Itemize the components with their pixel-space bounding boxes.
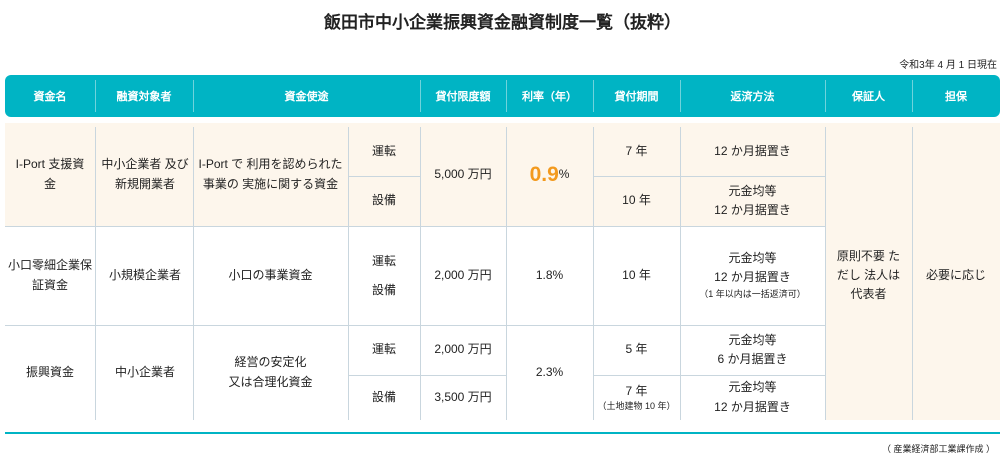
- as-of-date: 令和3年 4 月 1 日現在: [899, 60, 997, 71]
- guarantor-line: 原則不要 た: [836, 248, 901, 263]
- use-small: 小口の事業資金: [228, 267, 313, 282]
- rate-value: 0.9: [529, 162, 559, 186]
- period-value: 7 年: [625, 383, 648, 398]
- target-iport: 中小企業者 及び新規開業者: [101, 157, 189, 191]
- limit-small: 2,000 万円: [434, 267, 492, 282]
- repay-small: 元金均等 12 か月据置き （1 年以内は一括返済可）: [680, 226, 825, 325]
- fund-name-iport: I-Port 支援資金: [15, 157, 85, 191]
- repay-line: 元金均等: [728, 380, 777, 395]
- target-promotion: 中小企業者: [114, 364, 175, 379]
- repay-note: （1 年以内は一括返済可）: [699, 289, 806, 300]
- header-target: 融資対象者: [116, 91, 172, 103]
- header-period: 貸付期間: [614, 91, 659, 103]
- header-rate: 利率（年）: [522, 91, 577, 103]
- footnote: （ 産業経済部工業課作成 ）: [881, 444, 995, 454]
- repay-line: 12 か月据置き: [714, 270, 791, 285]
- rate-unit: %: [558, 166, 570, 181]
- repay-line: 元金均等: [728, 183, 777, 198]
- rate-small: 1.8%: [535, 267, 564, 282]
- period-equipment: 10 年: [622, 193, 651, 208]
- types-small: 運転 設備: [348, 226, 420, 325]
- period-small: 10 年: [622, 267, 651, 282]
- repay-line: 元金均等: [728, 251, 777, 266]
- use-line: 又は合理化資金: [228, 374, 313, 389]
- target-small: 小規模企業者: [108, 267, 181, 282]
- limit-operating: 2,000 万円: [434, 342, 492, 357]
- repay-line: 12 か月据置き: [714, 203, 791, 217]
- repay-line: 元金均等: [728, 332, 777, 347]
- header-guarantor: 保証人: [852, 91, 885, 103]
- header-use: 資金使途: [284, 91, 329, 103]
- guarantor-line: だし 法人は: [836, 267, 901, 282]
- type-equipment: 設備: [371, 389, 396, 404]
- header-limit: 貸付限度額: [435, 91, 491, 103]
- repay-operating: 12 か月据置き: [714, 143, 791, 158]
- repay-equipment: 元金均等 12 か月据置き: [680, 375, 825, 420]
- type-operating: 運転: [371, 253, 396, 268]
- limit-iport: 5,000 万円: [434, 166, 492, 181]
- guarantor-cell: 原則不要 ただし 法人は 代表者: [825, 226, 912, 325]
- type-operating: 運転: [371, 342, 396, 357]
- header-fund-name: 資金名: [33, 91, 67, 103]
- fund-name-small: 小口零細企業保証資金: [8, 258, 93, 292]
- table-bottom-rule: [5, 432, 1000, 434]
- limit-equipment: 3,500 万円: [434, 389, 492, 404]
- period-equipment: 7 年 （土地建物 10 年）: [593, 375, 680, 420]
- type-equipment: 設備: [371, 193, 396, 208]
- period-note: （土地建物 10 年）: [597, 400, 676, 411]
- period-operating: 7 年: [625, 143, 648, 158]
- guarantor-line: 代表者: [850, 287, 887, 302]
- type-operating: 運転: [371, 143, 396, 158]
- use-promotion: 経営の安定化 又は合理化資金: [198, 325, 343, 420]
- page-title: 飯田市中小企業振興資金融資制度一覧（抜粋）: [324, 13, 681, 32]
- repay-line: 6 か月据置き: [717, 352, 788, 366]
- rate-promotion: 2.3%: [535, 364, 564, 379]
- use-iport: I-Port で 利用を認められた事業の 実施に関する資金: [198, 157, 343, 191]
- collateral-cell: 必要に応じ: [925, 267, 986, 282]
- repay-operating: 元金均等 6 か月据置き: [680, 325, 825, 375]
- type-equipment: 設備: [371, 282, 396, 297]
- use-line: 経営の安定化: [234, 355, 307, 370]
- repay-line: 12 か月据置き: [714, 399, 791, 414]
- table-header: 資金名 融資対象者 資金使途 貸付限度額 利率（年） 貸付期間 返済方法 保証人…: [5, 75, 1000, 117]
- fund-name-promotion: 振興資金: [25, 364, 74, 379]
- header-repay: 返済方法: [730, 91, 775, 103]
- header-collateral: 担保: [945, 91, 967, 103]
- period-operating: 5 年: [625, 342, 648, 357]
- rate-iport: 0.9%: [506, 123, 593, 226]
- repay-equipment: 元金均等 12 か月据置き: [680, 176, 825, 226]
